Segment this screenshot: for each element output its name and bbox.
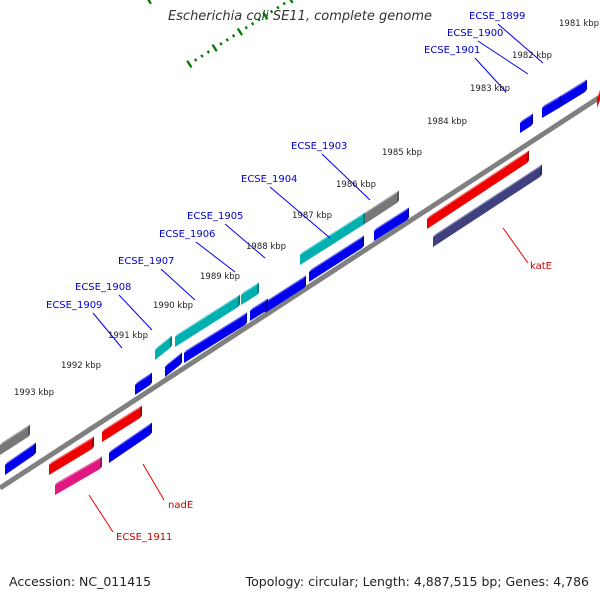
gene-kate — [427, 150, 530, 229]
backbone-line — [0, 94, 600, 491]
gene-ecse-1905 — [309, 235, 365, 282]
label-leaders — [88, 23, 544, 533]
leader-line — [142, 463, 165, 501]
gene-ecse-1900 — [542, 95, 562, 118]
leader-line — [224, 223, 266, 259]
kbp-label: 1991 kbp — [108, 331, 148, 341]
kbp-label: 1985 kbp — [382, 148, 422, 158]
leader-line — [88, 494, 114, 533]
kbp-label: 1982 kbp — [512, 51, 552, 61]
gene-label: ECSE_1907 — [118, 256, 174, 267]
gene-label: ECSE_1903 — [291, 141, 347, 152]
genome-title: Escherichia coli SE11, complete genome — [167, 9, 433, 24]
gene-ecse-1909 — [250, 298, 269, 321]
kbp-label: 1987 kbp — [292, 211, 332, 221]
gene-label: ECSE_1905 — [187, 211, 243, 222]
gene-gray-2 — [0, 424, 31, 455]
gene-ecse-1906 — [265, 275, 307, 313]
gene-label: nadE — [168, 500, 193, 511]
gene-blue-left — [5, 442, 37, 475]
kbp-label: 1988 kbp — [246, 242, 286, 252]
kbp-label: 1993 kbp — [14, 388, 54, 398]
gene-ecse-1908 — [175, 294, 241, 347]
gene-blue-solo — [135, 372, 153, 395]
gene-blue-small — [165, 352, 183, 377]
leader-line — [195, 241, 236, 273]
gene-red-edge — [597, 90, 600, 108]
gene-red-1 — [102, 405, 143, 442]
gene-ecse-1899 — [559, 79, 588, 108]
gene-ecse-1911 — [55, 456, 103, 495]
gene-label: ECSE_1908 — [75, 282, 131, 293]
gene-kate-2 — [433, 164, 543, 247]
gene-ecse-1903 — [300, 212, 366, 265]
kbp-label: 1992 kbp — [61, 361, 101, 371]
leader-line — [118, 294, 153, 331]
gene-label: ECSE_1911 — [116, 532, 172, 543]
gene-label: ECSE_1904 — [241, 174, 297, 185]
gene-label: ECSE_1906 — [159, 229, 215, 240]
leader-line — [474, 57, 507, 93]
inner-tick-track — [186, 0, 294, 68]
outer-tick-track — [147, 0, 152, 5]
leader-line — [269, 186, 331, 239]
gene-label: ECSE_1901 — [424, 45, 480, 56]
kbp-label: 1981 kbp — [559, 19, 599, 29]
gene-ecse-1904 — [374, 207, 410, 241]
kbp-label: 1983 kbp — [470, 84, 510, 94]
gene-ecse-1907 — [241, 282, 260, 305]
gene-label: katE — [530, 261, 552, 272]
gene-ecse-1901 — [520, 113, 534, 133]
gene-nade — [49, 436, 95, 475]
gene-labels: ECSE_1899 ECSE_1900 ECSE_1901 ECSE_1903 ECSE… — [46, 11, 552, 543]
gene-blue-mid — [109, 422, 153, 463]
kbp-label: 1989 kbp — [200, 272, 240, 282]
leader-line — [502, 227, 529, 264]
genome-summary-text: Topology: circular; Length: 4,887,515 bp… — [245, 574, 589, 589]
gene-label: ECSE_1909 — [46, 300, 102, 311]
gene-label: ECSE_1900 — [447, 28, 503, 39]
kbp-label: 1990 kbp — [153, 301, 193, 311]
leader-line — [497, 23, 544, 64]
kbp-label: 1984 kbp — [427, 117, 467, 127]
gene-features — [0, 79, 600, 495]
leader-line — [160, 268, 196, 301]
accession-text: Accession: NC_011415 — [9, 574, 152, 589]
gene-gray-1 — [363, 190, 400, 225]
gene-label: ECSE_1899 — [469, 11, 525, 22]
kbp-label: 1986 kbp — [336, 180, 376, 190]
gene-ecse-1910 — [184, 312, 248, 363]
leader-line — [477, 40, 529, 75]
leader-line — [92, 312, 123, 349]
kbp-labels: 1981 kbp 1982 kbp 1983 kbp 1984 kbp 1985 kbp… — [14, 19, 599, 398]
gene-teal-small — [155, 335, 173, 360]
leader-line — [321, 153, 371, 201]
